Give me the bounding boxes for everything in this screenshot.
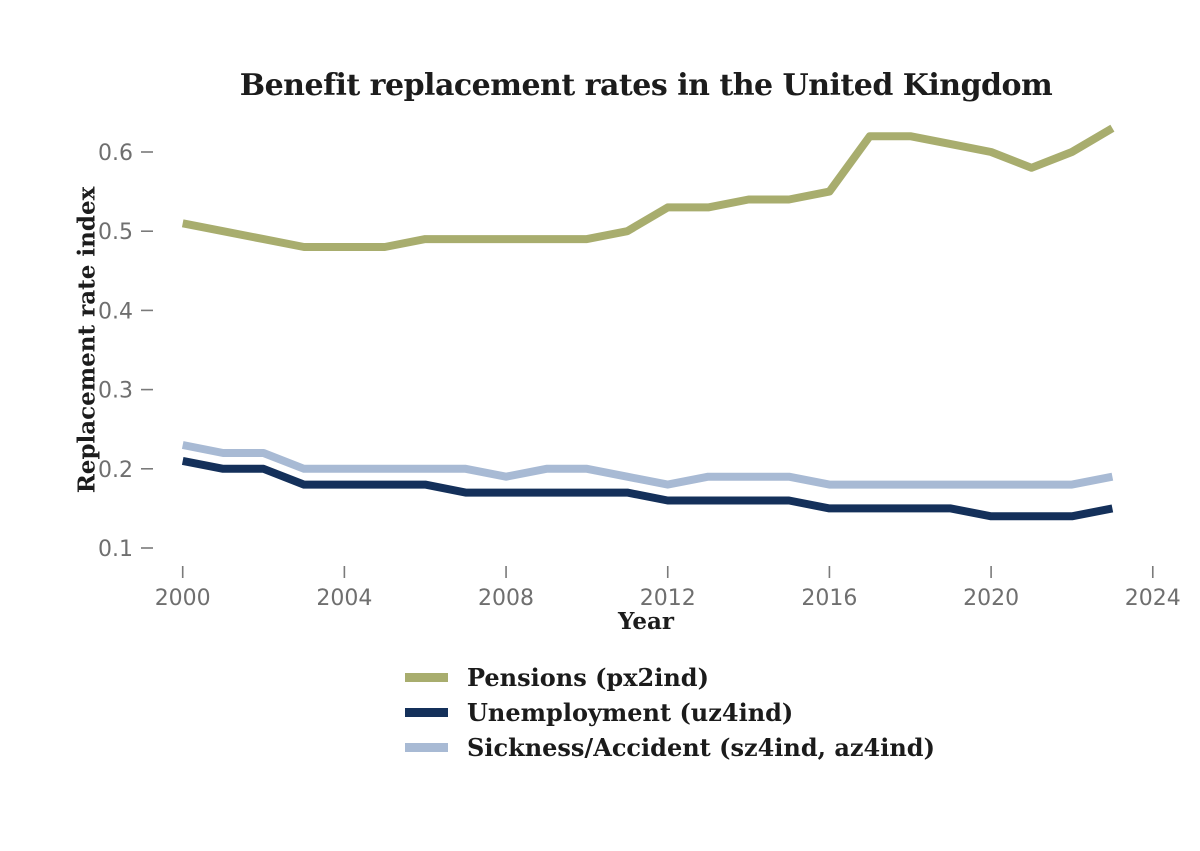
- sickness-line: [181, 441, 1114, 489]
- pensions-legend-label: Pensions (px2ind): [467, 663, 709, 692]
- x-tick-label: 2024: [1125, 586, 1181, 611]
- sickness-legend-label: Sickness/Accident (sz4ind, az4ind): [467, 733, 935, 762]
- y-tick-label: 0.3: [98, 379, 133, 404]
- y-tick-label: 0.5: [98, 220, 133, 245]
- unemployment-legend-label: Unemployment (uz4ind): [467, 698, 794, 727]
- y-tick-label: 0.1: [98, 537, 133, 562]
- x-tick-label: 2020: [963, 586, 1019, 611]
- pensions-legend-swatch: [405, 673, 448, 682]
- unemployment-line: [181, 456, 1114, 521]
- x-tick-label: 2000: [155, 586, 211, 611]
- legend-item-pensions: Pensions (px2ind): [405, 660, 935, 695]
- x-tick-label: 2004: [316, 586, 372, 611]
- legend: Pensions (px2ind) Unemployment (uz4ind) Si…: [405, 660, 935, 765]
- x-tick-label: 2016: [801, 586, 857, 611]
- legend-item-sickness: Sickness/Accident (sz4ind, az4ind): [405, 730, 935, 765]
- unemployment-legend-swatch: [405, 708, 448, 717]
- sickness-legend-swatch: [405, 743, 448, 752]
- x-axis-title: Year: [617, 608, 675, 635]
- y-tick-label: 0.2: [98, 458, 133, 483]
- pensions-line: [181, 124, 1115, 251]
- x-tick-label: 2012: [640, 586, 696, 611]
- chart-title: Benefit replacement rates in the United …: [239, 68, 1053, 103]
- x-tick-label: 2008: [478, 586, 534, 611]
- y-tick-label: 0.6: [98, 141, 133, 166]
- y-tick-label: 0.4: [98, 299, 133, 324]
- legend-item-unemployment: Unemployment (uz4ind): [405, 695, 935, 730]
